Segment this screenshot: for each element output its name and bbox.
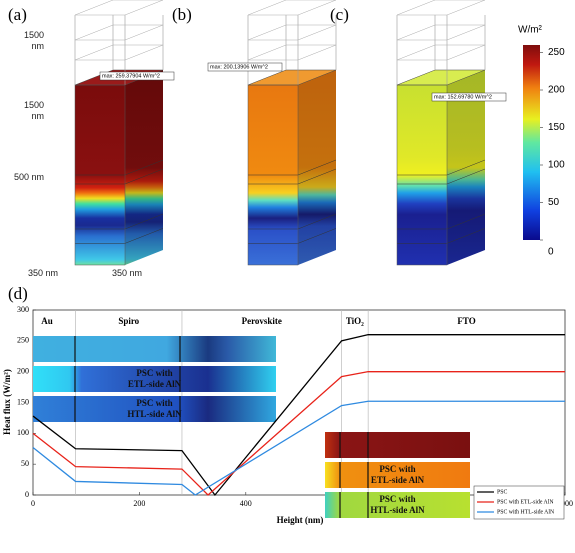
layer-name: TiO₂ xyxy=(346,316,364,326)
wireframe xyxy=(396,44,486,61)
wireframe xyxy=(396,24,486,41)
layer-name: Spiro xyxy=(118,316,139,326)
panel-label: (c) xyxy=(330,5,349,24)
colorbar-tick-label: 50 xyxy=(548,197,560,208)
dimension-label: 1500 nm xyxy=(23,100,44,121)
y-tick-label: 300 xyxy=(17,305,29,314)
inset-bar xyxy=(325,492,470,518)
layer-name: Au xyxy=(41,316,53,326)
column-outline xyxy=(396,84,448,266)
y-axis-label: Heat flux (W/m²) xyxy=(2,369,12,435)
colorbar-tick-label: 250 xyxy=(548,47,565,58)
inset-label: PSC with HTL-side AlN xyxy=(370,494,425,515)
dimension-label: 350 nm xyxy=(28,268,59,278)
y-tick-label: 0 xyxy=(25,490,29,499)
inset-label: PSC with HTL-side AlN xyxy=(127,398,182,419)
inset-label: PSC with ETL-side AlN xyxy=(371,464,425,485)
y-tick-label: 50 xyxy=(21,459,29,468)
inset-bar xyxy=(33,336,276,362)
series-line xyxy=(32,334,565,497)
panel-label: (a) xyxy=(8,5,27,24)
colorbar-tick-label: 150 xyxy=(548,122,565,133)
wireframe xyxy=(74,0,164,16)
layer-name: Perovskite xyxy=(242,316,282,326)
inset-label: PSC with ETL-side AlN xyxy=(128,368,182,389)
colorbar xyxy=(523,45,540,240)
series-line xyxy=(32,371,565,496)
colorbar-tick-label: 200 xyxy=(548,85,565,96)
x-tick-label: 1000 xyxy=(557,499,573,508)
inset-bar xyxy=(325,432,470,458)
x-tick-label: 400 xyxy=(240,499,252,508)
colorbar-tick-label: 0 xyxy=(548,247,554,258)
x-axis-label: Height (nm) xyxy=(277,515,324,525)
column-outline xyxy=(247,84,299,266)
x-tick-label: 0 xyxy=(31,499,35,508)
colorbar-tick-label: 100 xyxy=(548,160,565,171)
wireframe xyxy=(396,0,486,16)
inset-bar xyxy=(33,366,276,392)
max-label: max: 259.37904 W/m^2 xyxy=(102,73,160,79)
panel-label: (b) xyxy=(172,5,192,24)
dimension-label: 500 nm xyxy=(13,172,44,182)
max-label: max: 152.69780 W/m^2 xyxy=(434,94,492,100)
wireframe xyxy=(247,44,337,61)
y-tick-label: 150 xyxy=(17,397,29,406)
max-box xyxy=(99,71,175,81)
plot: 05010015020025030002004006008001000AuSpi… xyxy=(17,305,573,520)
x-tick-label: 200 xyxy=(133,499,145,508)
y-tick-label: 100 xyxy=(17,428,29,437)
max-box xyxy=(207,62,283,72)
wireframe xyxy=(247,24,337,41)
wireframe xyxy=(74,44,164,61)
legend-label: PSC with ETL-side AlN xyxy=(497,499,554,505)
legend-label: PSC with HTL-side AlN xyxy=(497,509,555,515)
series-line xyxy=(32,400,565,496)
max-box xyxy=(431,92,507,102)
wireframe xyxy=(74,24,164,41)
inset-bar xyxy=(325,462,470,488)
dimension-label: 1500 nm xyxy=(23,30,44,51)
wireframe xyxy=(247,0,337,16)
inset-bar xyxy=(33,396,276,422)
max-label: max: 200.13906 W/m^2 xyxy=(210,64,268,70)
y-tick-label: 250 xyxy=(17,336,29,345)
dimension-label: 350 nm xyxy=(112,268,143,278)
colorbar-unit: W/m² xyxy=(518,25,543,36)
legend-label: PSC xyxy=(497,489,507,495)
layer-name: FTO xyxy=(457,316,475,326)
column-outline xyxy=(74,84,126,266)
panel-label: (d) xyxy=(8,284,28,303)
columns: (a) max: 259.37904 W/m^2 (b) max: 200.13906… xyxy=(8,0,507,266)
y-tick-label: 200 xyxy=(17,366,29,375)
